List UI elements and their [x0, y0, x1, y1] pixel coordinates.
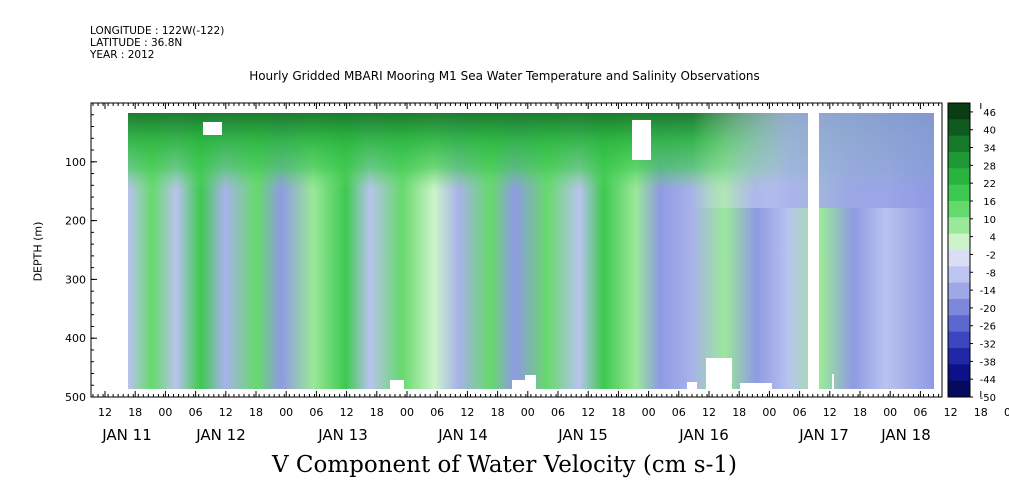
missing-data-gap	[512, 380, 525, 389]
x-hour-label: 18	[611, 406, 625, 419]
colorbar-label: 28	[983, 161, 996, 172]
x-hour-label: 06	[913, 406, 927, 419]
x-date-label: JAN 17	[798, 426, 849, 444]
colorbar-frame	[947, 102, 971, 398]
colorbar-label: 22	[983, 179, 996, 190]
colorbar-segment	[948, 119, 970, 137]
colorbar-label: -14	[980, 286, 996, 297]
missing-data-gap	[687, 382, 697, 389]
x-hour-label: 12	[581, 406, 595, 419]
colorbar-segment	[948, 348, 970, 365]
x-hour-label: 06	[430, 406, 444, 419]
x-hour-label: 12	[702, 406, 716, 419]
colorbar-segment	[948, 250, 970, 267]
colorbar-label: 40	[983, 126, 996, 137]
missing-data-gap	[632, 120, 651, 160]
longitude-label: LONGITUDE : 122W(-122)	[90, 25, 225, 37]
colorbar-label: -2	[986, 250, 996, 261]
y-tick-label: 500	[65, 391, 86, 404]
colorbar-label: -44	[980, 375, 996, 386]
plot-frame	[90, 102, 943, 398]
x-date-label: JAN 11	[101, 426, 152, 444]
x-hour-label: 06	[551, 406, 565, 419]
x-hour-label: 12	[340, 406, 354, 419]
x-date-label: JAN 13	[317, 426, 368, 444]
colorbar-segment	[948, 168, 970, 186]
x-hour-label: 00	[762, 406, 776, 419]
colorbar-label: -20	[980, 304, 996, 315]
colorbar-label: -8	[986, 268, 996, 279]
colorbar-segment	[948, 152, 970, 169]
missing-data-gap	[706, 358, 732, 389]
x-date-label: JAN 16	[678, 426, 729, 444]
x-hour-label: 18	[732, 406, 746, 419]
x-hour-label: 18	[249, 406, 263, 419]
colorbar-segment	[948, 331, 970, 349]
x-hour-label: 12	[460, 406, 474, 419]
colorbar-segment	[948, 201, 970, 218]
x-hour-label: 00	[158, 406, 172, 419]
surface-current-fade	[128, 113, 934, 208]
colorbar-segment	[948, 135, 970, 153]
colorbar-label: 46	[983, 108, 996, 119]
x-hour-label: 18	[128, 406, 142, 419]
x-hour-label: 12	[219, 406, 233, 419]
colorbar-segment	[948, 217, 970, 235]
colorbar-label: 34	[983, 144, 996, 155]
x-hour-label: 06	[309, 406, 323, 419]
colorbar-segment	[948, 266, 970, 284]
missing-data-gap	[390, 380, 404, 389]
x-hour-label: 00	[883, 406, 897, 419]
colorbar-label: 4	[990, 233, 996, 244]
x-hour-label: 18	[974, 406, 988, 419]
x-hour-label: 00	[279, 406, 293, 419]
x-hour-label: 00	[642, 406, 656, 419]
colorbar-label: -26	[980, 322, 996, 333]
x-hour-label: 00	[1004, 406, 1009, 419]
x-date-label: JAN 14	[437, 426, 488, 444]
colorbar-label: 10	[983, 215, 996, 226]
x-hour-label: 12	[944, 406, 958, 419]
latitude-label: LATITUDE : 36.8N	[90, 37, 183, 49]
x-date-label: JAN 12	[195, 426, 246, 444]
x-hour-label: 18	[370, 406, 384, 419]
colorbar-segment	[948, 364, 970, 382]
x-hour-label: 18	[491, 406, 505, 419]
colorbar-label: -32	[980, 340, 996, 351]
x-hour-label: 18	[853, 406, 867, 419]
x-hour-label: 06	[793, 406, 807, 419]
x-hour-label: 00	[521, 406, 535, 419]
x-hour-label: 12	[98, 406, 112, 419]
colorbar-segment	[948, 299, 970, 316]
y-tick-label: 100	[65, 156, 86, 169]
y-tick-label: 200	[65, 215, 86, 228]
y-tick-label: 300	[65, 273, 86, 286]
missing-data-gap	[740, 383, 772, 389]
missing-data-gap	[832, 374, 834, 389]
x-hour-label: 06	[189, 406, 203, 419]
x-hour-label: 06	[672, 406, 686, 419]
colorbar-segment	[948, 184, 970, 202]
colorbar-segment	[948, 103, 970, 120]
colorbar-label: 16	[983, 197, 996, 208]
year-label: YEAR : 2012	[90, 49, 155, 61]
colorbar-segment	[948, 233, 970, 251]
missing-data-gap	[525, 375, 536, 389]
colorbar-label: -50	[980, 393, 996, 404]
colorbar-segment	[948, 282, 970, 300]
colorbar-segment	[948, 380, 970, 398]
missing-data-gap	[808, 113, 819, 389]
x-date-label: JAN 18	[880, 426, 931, 444]
chart-title: Hourly Gridded MBARI Mooring M1 Sea Wate…	[249, 69, 760, 83]
x-hour-label: 12	[823, 406, 837, 419]
x-hour-label: 00	[400, 406, 414, 419]
y-tick-label: 400	[65, 332, 86, 345]
x-date-label: JAN 15	[557, 426, 608, 444]
missing-data-gap	[203, 122, 222, 135]
colorbar-segment	[948, 315, 970, 333]
chart-footer-label: V Component of Water Velocity (cm s-1)	[272, 452, 737, 478]
colorbar-label: -38	[980, 357, 996, 368]
